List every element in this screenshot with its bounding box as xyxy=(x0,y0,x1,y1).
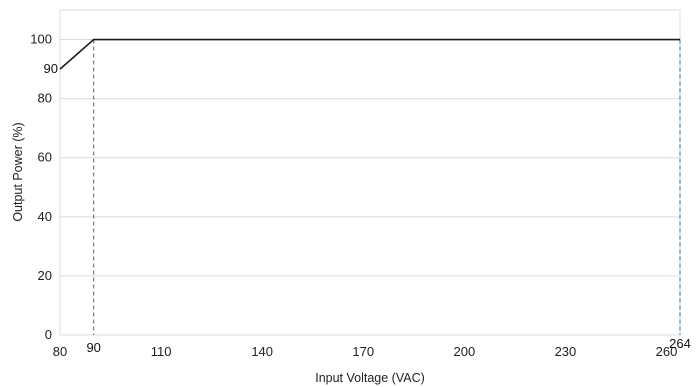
x-tick-230: 230 xyxy=(555,344,577,359)
plot-frame xyxy=(59,9,681,336)
x-tick-260: 260 xyxy=(656,344,678,359)
y-tick-80: 80 xyxy=(38,91,52,106)
y-tick-labels: 0 20 40 60 80 100 90 xyxy=(30,32,58,342)
x-tick-200: 200 xyxy=(453,344,475,359)
y-tick-0: 0 xyxy=(45,327,52,342)
y-tick-20: 20 xyxy=(38,268,52,283)
series-line-0 xyxy=(59,38,680,70)
y-annotation-90: 90 xyxy=(44,61,58,76)
reference-lines xyxy=(93,39,681,335)
y-tick-60: 60 xyxy=(38,150,52,165)
y-tick-40: 40 xyxy=(38,209,52,224)
x-tick-labels: 80 110 140 170 200 230 260 90 264 xyxy=(53,336,691,359)
x-annotation-90: 90 xyxy=(86,340,100,355)
y-tick-100: 100 xyxy=(30,32,52,47)
y-axis-label: Output Power (%) xyxy=(11,122,25,221)
x-annotation-264: 264 xyxy=(669,336,691,351)
x-tick-170: 170 xyxy=(352,344,374,359)
x-tick-80: 80 xyxy=(53,344,67,359)
series xyxy=(59,38,680,70)
x-tick-110: 110 xyxy=(151,344,172,359)
x-tick-140: 140 xyxy=(251,344,273,359)
gridlines xyxy=(60,39,680,277)
x-axis-label: Input Voltage (VAC) xyxy=(315,371,425,385)
